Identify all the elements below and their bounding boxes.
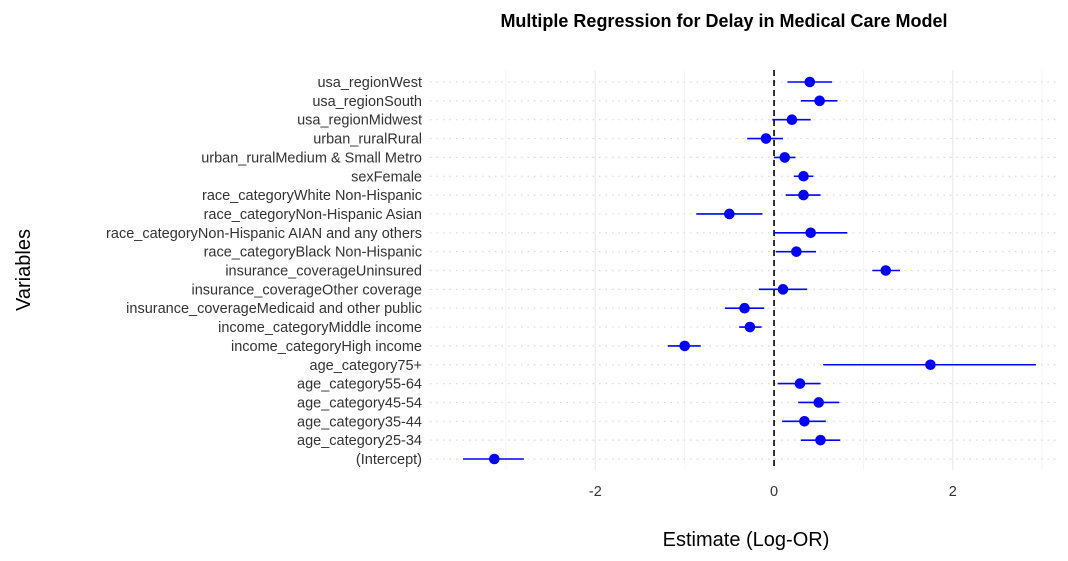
y-tick-labels: (Intercept) age_category25-34 age_category… xyxy=(106,75,422,468)
estimate-point xyxy=(679,340,690,352)
y-tick-label: age_category25-34 xyxy=(297,433,422,449)
y-tick-label: insurance_coverageOther coverage xyxy=(191,282,422,298)
estimate-point xyxy=(791,246,802,257)
estimate-point xyxy=(814,95,825,107)
estimate-point xyxy=(779,152,791,163)
y-tick-label: (Intercept) xyxy=(356,452,422,468)
x-axis-title: Estimate (Log-OR) xyxy=(663,529,830,551)
y-tick-label: race_categoryNon-Hispanic AIAN and any o… xyxy=(106,226,422,242)
y-tick-label: insurance_coverageUninsured xyxy=(225,264,422,280)
estimate-point xyxy=(794,378,806,389)
y-tick-label: insurance_coverageMedicaid and other pub… xyxy=(126,301,422,317)
y-tick-label: race_categoryNon-Hispanic Asian xyxy=(204,207,422,223)
estimate-point xyxy=(798,189,809,201)
y-axis-title: Variables xyxy=(13,229,35,311)
estimate-point xyxy=(815,434,826,446)
estimate-point xyxy=(739,302,750,314)
estimate-point xyxy=(799,416,810,427)
estimate-point xyxy=(760,133,772,144)
estimate-point xyxy=(805,227,816,239)
y-tick-label: race_categoryBlack Non-Hispanic xyxy=(204,245,422,261)
y-tick-label: urban_ruralMedium & Small Metro xyxy=(201,150,422,166)
x-tick-label: 0 xyxy=(770,484,778,500)
x-tick-label: 2 xyxy=(949,484,957,500)
y-tick-label: age_category35-44 xyxy=(297,414,422,430)
estimate-point xyxy=(925,359,936,371)
y-tick-label: urban_ruralRural xyxy=(313,132,422,148)
estimate-point xyxy=(798,170,809,182)
y-tick-label: income_categoryHigh income xyxy=(231,339,422,355)
x-tick-label: -2 xyxy=(589,484,602,500)
y-tick-label: usa_regionMidwest xyxy=(297,113,422,129)
estimate-point xyxy=(880,265,892,276)
estimate-point xyxy=(786,114,798,125)
y-tick-label: age_category75+ xyxy=(310,358,422,374)
estimate-points xyxy=(489,76,936,465)
x-tick-labels: -2 0 2 xyxy=(589,484,957,500)
y-tick-label: age_category45-54 xyxy=(297,395,422,411)
estimate-point xyxy=(744,321,756,333)
estimate-point xyxy=(724,208,735,220)
y-tick-label: usa_regionSouth xyxy=(312,94,422,110)
y-tick-label: usa_regionWest xyxy=(317,75,422,91)
estimate-point xyxy=(804,76,816,88)
estimate-point xyxy=(777,284,789,295)
grid xyxy=(430,70,1060,470)
estimate-point xyxy=(489,453,500,465)
y-tick-label: income_categoryMiddle income xyxy=(218,320,422,336)
estimate-point xyxy=(813,397,825,408)
y-tick-label: sexFemale xyxy=(351,169,422,185)
y-tick-label: age_category55-64 xyxy=(297,377,422,393)
y-tick-label: race_categoryWhite Non-Hispanic xyxy=(202,188,422,204)
chart-title: Multiple Regression for Delay in Medical… xyxy=(500,11,947,31)
